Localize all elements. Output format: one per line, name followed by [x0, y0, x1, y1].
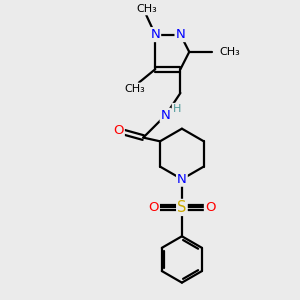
Text: CH₃: CH₃: [124, 83, 145, 94]
Text: H: H: [173, 104, 181, 114]
Text: N: N: [176, 28, 185, 41]
Text: S: S: [177, 200, 187, 215]
Text: O: O: [148, 201, 159, 214]
Text: N: N: [177, 173, 187, 186]
Text: O: O: [205, 201, 215, 214]
Text: O: O: [113, 124, 124, 137]
Text: N: N: [161, 109, 170, 122]
Text: N: N: [150, 28, 160, 41]
Text: CH₃: CH₃: [220, 47, 241, 57]
Text: CH₃: CH₃: [136, 4, 157, 14]
